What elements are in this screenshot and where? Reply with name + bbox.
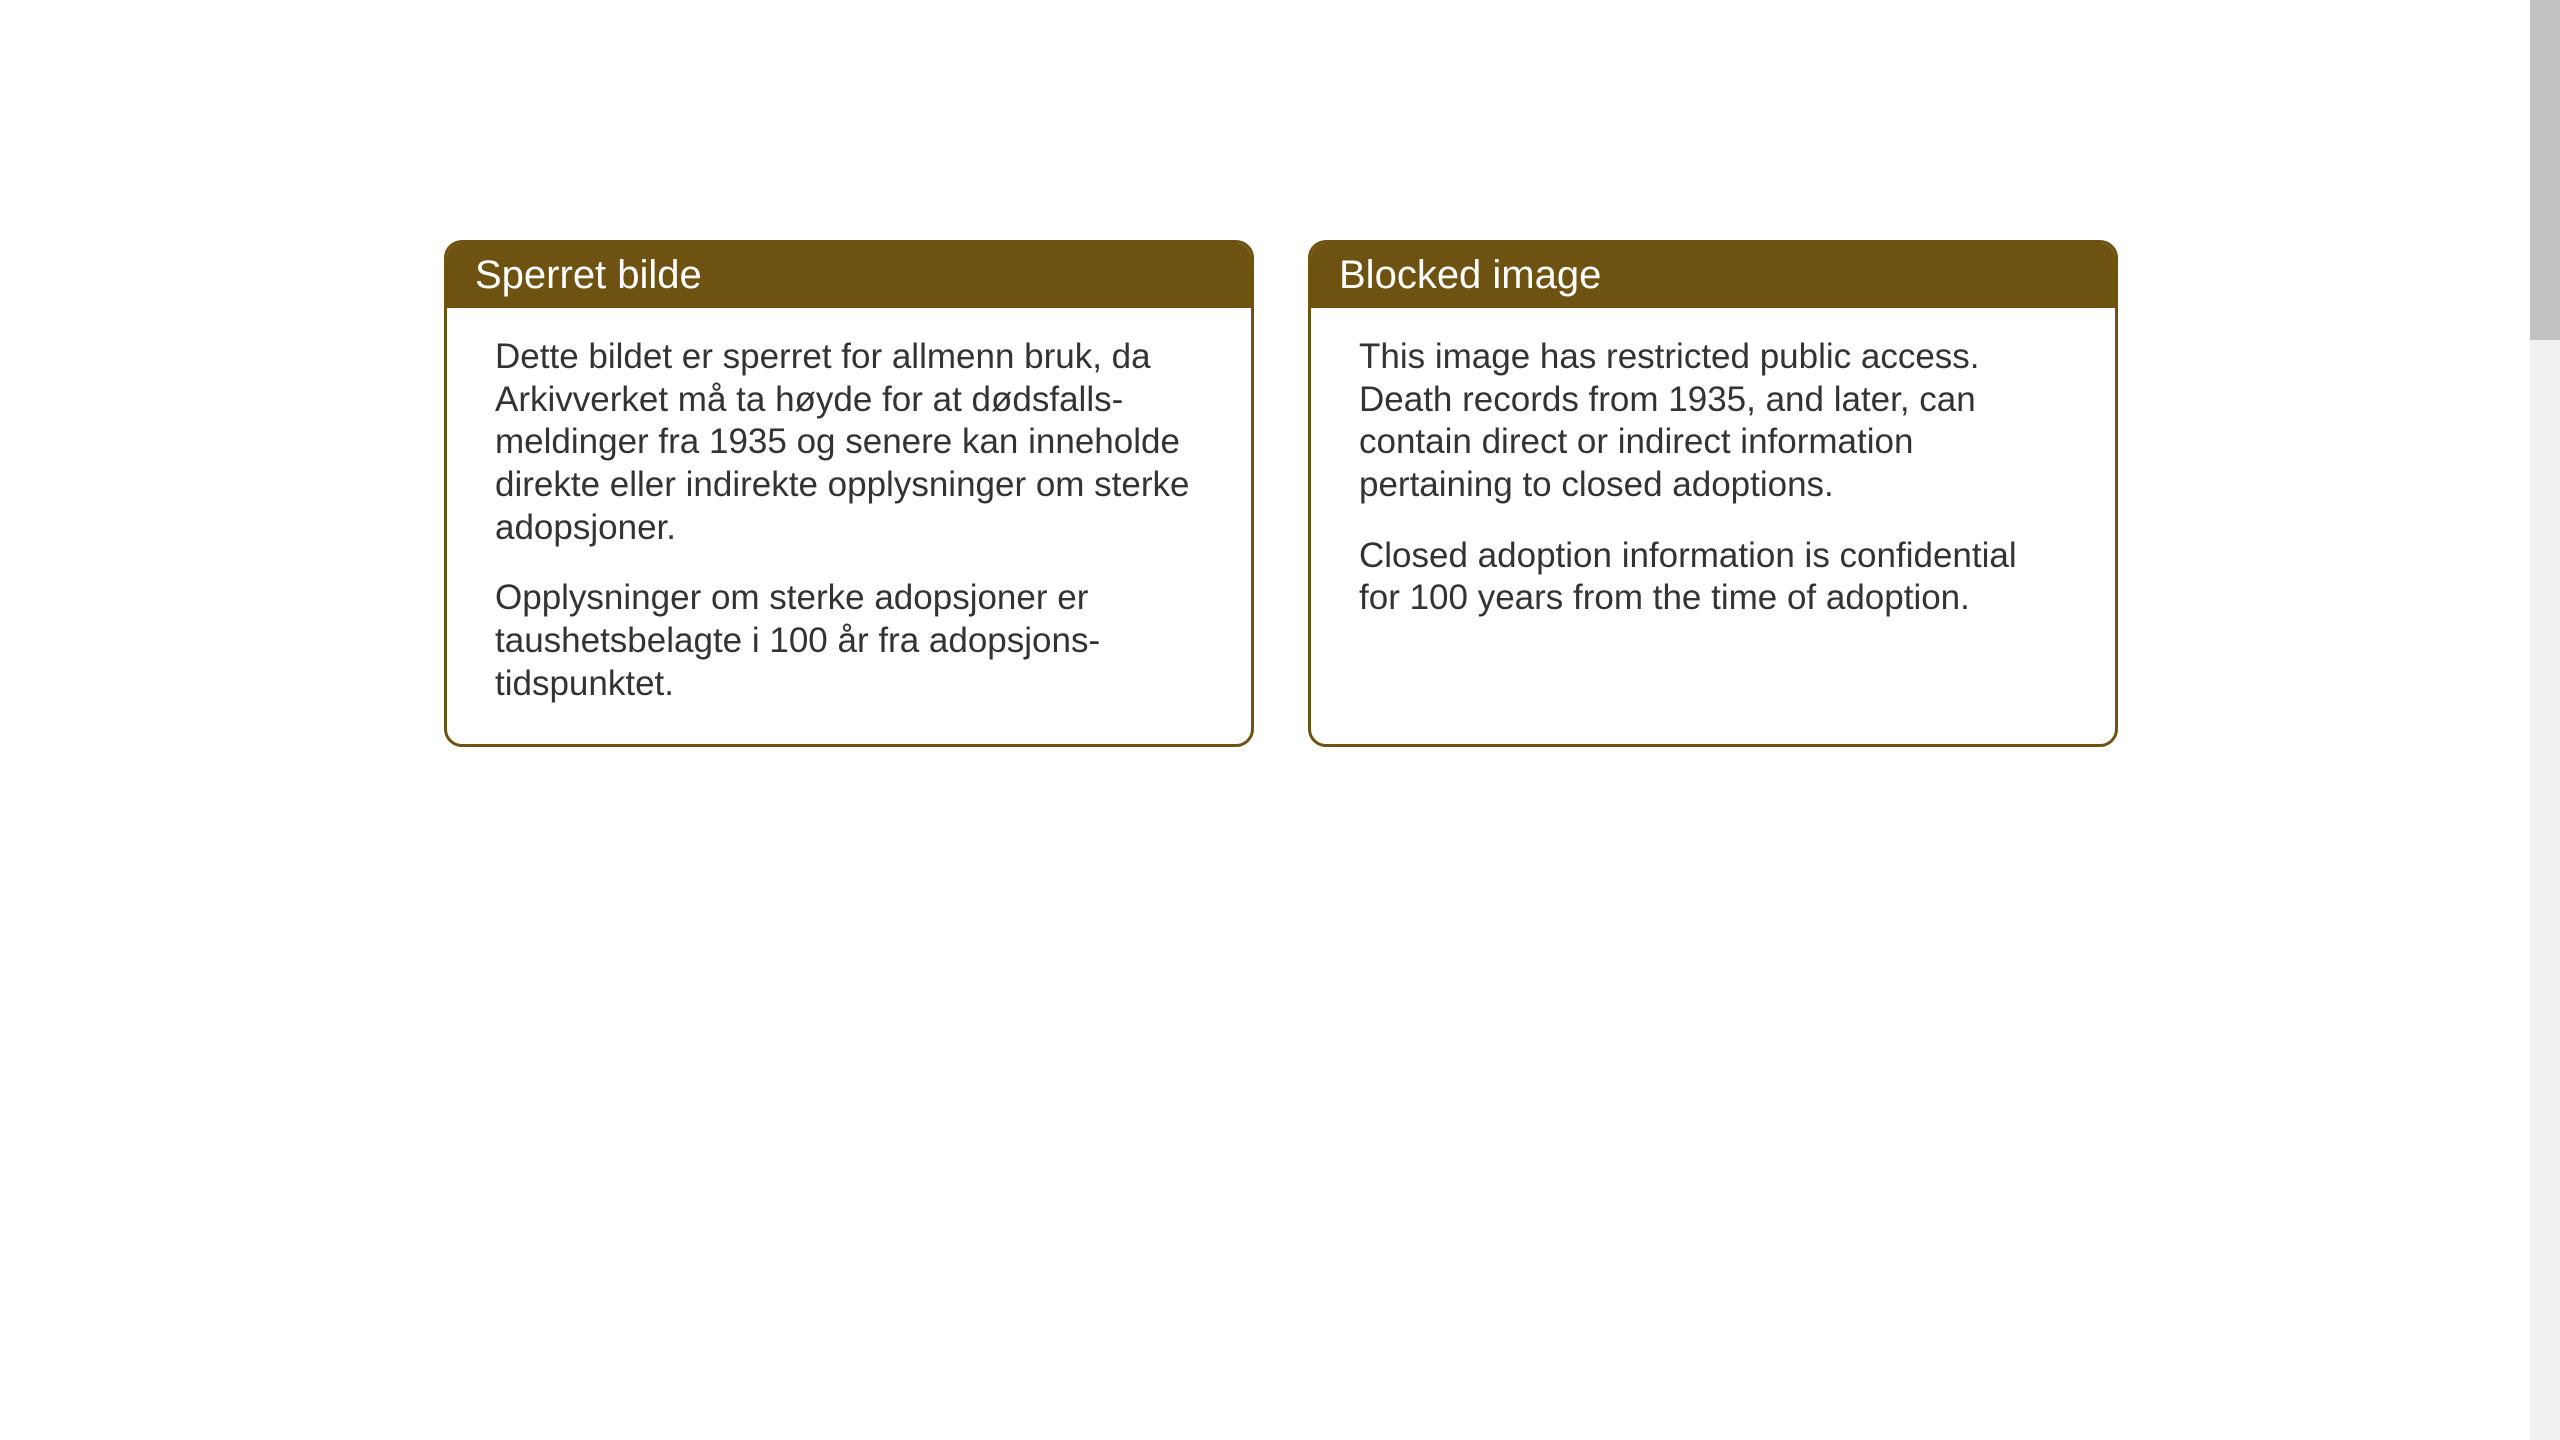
card-title: Sperret bilde [475, 253, 702, 297]
cards-container: Sperret bilde Dette bildet er sperret fo… [444, 240, 2118, 747]
card-body-english: This image has restricted public access.… [1311, 308, 2115, 658]
english-notice-card: Blocked image This image has restricted … [1308, 240, 2118, 747]
card-paragraph: Closed adoption information is confident… [1359, 535, 2067, 620]
norwegian-notice-card: Sperret bilde Dette bildet er sperret fo… [444, 240, 1254, 747]
card-paragraph: This image has restricted public access.… [1359, 336, 2067, 507]
card-title: Blocked image [1339, 253, 1601, 297]
scrollbar-track[interactable] [2530, 0, 2560, 1440]
card-header-norwegian: Sperret bilde [447, 243, 1251, 308]
card-paragraph: Dette bildet er sperret for allmenn bruk… [495, 336, 1203, 549]
card-body-norwegian: Dette bildet er sperret for allmenn bruk… [447, 308, 1251, 744]
card-paragraph: Opplysninger om sterke adopsjoner er tau… [495, 577, 1203, 705]
scrollbar-thumb[interactable] [2530, 0, 2560, 340]
card-header-english: Blocked image [1311, 243, 2115, 308]
